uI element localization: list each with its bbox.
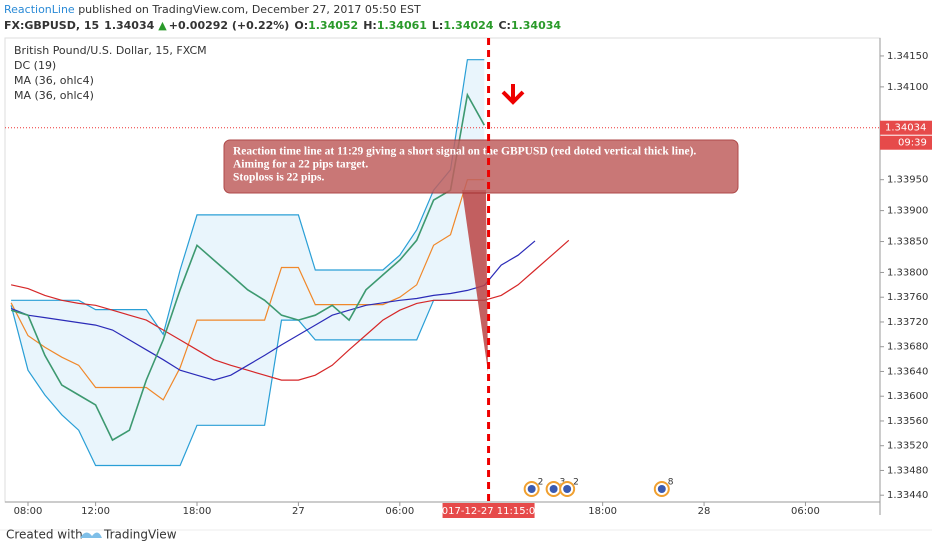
legend-entry: MA (36, ohlc4) <box>14 74 94 87</box>
countdown-label: 09:39 <box>898 138 927 149</box>
footer-created: Created with <box>6 528 83 542</box>
ma-line <box>10 239 570 381</box>
last-price-label: 1.34034 <box>885 123 926 134</box>
ohlc-value: 1.34052 <box>308 19 358 32</box>
y-tick-label: 1.33440 <box>887 490 928 501</box>
event-flag <box>549 485 558 493</box>
footer-brand[interactable]: TradingView <box>103 528 177 542</box>
legend-entry: MA (36, ohlc4) <box>14 89 94 102</box>
published: published on TradingView.com, December 2… <box>75 3 421 16</box>
event-flag <box>657 485 666 493</box>
price-line <box>10 92 485 442</box>
change: +0.00292 (+0.22%) <box>169 19 290 32</box>
ohlc-value: 1.34024 <box>443 19 493 32</box>
up-arrow: ▲ <box>158 19 167 32</box>
y-tick-label: 1.33680 <box>887 342 928 353</box>
author[interactable]: ReactionLine <box>4 3 75 16</box>
y-tick-label: 1.34100 <box>887 82 928 93</box>
symbol: FX:GBPUSD, 15 <box>4 19 99 32</box>
event-count: 2 <box>538 478 544 488</box>
ohlc-label: L: <box>432 19 443 32</box>
ohlc-value: 1.34061 <box>377 19 427 32</box>
x-tick-label: 27 <box>292 506 305 517</box>
y-tick-label: 1.33520 <box>887 441 928 452</box>
callout-text: Reaction time line at 11:29 giving a sho… <box>233 146 696 158</box>
last-price: 1.34034 <box>104 19 154 32</box>
down-arrow <box>501 84 525 105</box>
y-tick-label: 1.33850 <box>887 237 928 248</box>
y-tick-label: 1.33760 <box>887 292 928 303</box>
callout-box <box>223 139 739 194</box>
ma-line <box>10 240 536 381</box>
x-tick-label: 06:00 <box>385 506 414 517</box>
y-tick-label: 1.33720 <box>887 317 928 328</box>
header-line: ReactionLine published on TradingView.co… <box>4 3 421 16</box>
dc-upper <box>11 59 485 336</box>
x-tick-label: 18:00 <box>588 506 617 517</box>
chart-title: British Pound/U.S. Dollar, 15, FXCM <box>14 44 207 57</box>
callout-text: Stoploss is 22 pips. <box>233 172 325 184</box>
ohlc-label: O: <box>294 19 308 32</box>
ohlc-value: 1.34034 <box>511 19 561 32</box>
channel-fill <box>11 59 485 466</box>
symbol-line: FX:GBPUSD, 15 1.34034 ▲ +0.00292 (+0.22%) O:… <box>4 19 561 32</box>
y-tick-label: 1.33480 <box>887 465 928 476</box>
dc-lower <box>10 299 485 467</box>
x-tick-label: 08:00 <box>14 506 43 517</box>
ohlc-label: C: <box>498 19 510 32</box>
event-flag <box>527 485 536 493</box>
countdown-box <box>880 135 932 150</box>
callout-text: Aiming for a 22 pips target. <box>233 159 368 171</box>
x-tick-label: 28 <box>698 506 711 517</box>
legend-entry: DC (19) <box>14 59 56 72</box>
x-tick-label: 12:00 <box>81 506 110 517</box>
dc-basis <box>10 179 485 401</box>
y-tick-label: 1.33800 <box>887 267 928 278</box>
event-count: 8 <box>668 478 674 488</box>
ohlc-label: H: <box>363 19 377 32</box>
signal-label-box <box>442 503 535 518</box>
y-tick-label: 1.33560 <box>887 416 928 427</box>
y-tick-label: 1.33900 <box>887 206 928 217</box>
signal-label: 2017-12-27 11:15:00 <box>435 506 541 517</box>
last-price-box <box>880 120 932 135</box>
event-flag <box>563 485 572 493</box>
event-count: 2 <box>573 478 579 488</box>
x-tick-label: 06:00 <box>791 506 820 517</box>
x-tick-label: 18:00 <box>183 506 212 517</box>
brand-logo <box>80 532 102 538</box>
y-tick-label: 1.33950 <box>887 175 928 186</box>
y-tick-label: 1.34150 <box>887 51 928 62</box>
callout-pointer <box>462 190 488 372</box>
y-tick-label: 1.33640 <box>887 366 928 377</box>
y-tick-label: 1.33600 <box>887 391 928 402</box>
